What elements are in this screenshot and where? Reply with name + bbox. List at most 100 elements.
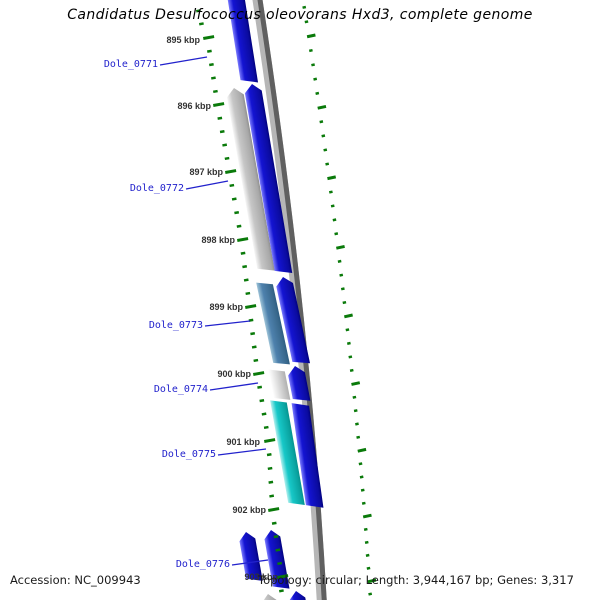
feature-dot bbox=[351, 381, 361, 386]
ruler-tick bbox=[211, 76, 216, 80]
ruler-tick bbox=[209, 63, 214, 67]
gene-callout-line bbox=[185, 180, 229, 190]
ruler-tick bbox=[278, 589, 284, 593]
feature-dot bbox=[337, 259, 342, 263]
feature-dot bbox=[345, 328, 350, 332]
ruler-label-895: 895 kbp bbox=[166, 35, 200, 45]
ruler-tick bbox=[250, 332, 256, 336]
feature-dot bbox=[367, 578, 377, 584]
gene-arrow-Dole_0771[interactable] bbox=[225, 0, 259, 85]
ruler-tick bbox=[224, 156, 230, 161]
feature-dot bbox=[321, 134, 326, 138]
gene-arrow-unlabeled-10[interactable] bbox=[263, 529, 290, 592]
feature-dot bbox=[363, 527, 368, 531]
ruler-tick bbox=[245, 291, 251, 296]
feature-dot bbox=[328, 190, 333, 194]
feature-dot bbox=[344, 313, 353, 319]
gene-arrow-unlabeled-4[interactable] bbox=[275, 275, 311, 367]
feature-dot bbox=[332, 218, 337, 222]
ruler-tick bbox=[231, 197, 237, 201]
ruler-label-903: 903 kbp bbox=[244, 572, 278, 582]
gene-label-dole-0771[interactable]: Dole_0771 bbox=[103, 59, 158, 70]
gene-arrow-unlabeled-6[interactable] bbox=[287, 364, 311, 404]
ruler-tick bbox=[207, 49, 212, 53]
ruler-label-902: 902 kbp bbox=[232, 505, 266, 515]
feature-dot bbox=[311, 63, 315, 67]
ruler-tick bbox=[234, 211, 240, 215]
feature-dot bbox=[325, 162, 330, 166]
gene-arrow-unlabeled-8[interactable] bbox=[291, 401, 324, 510]
feature-dot bbox=[361, 501, 366, 505]
ruler-tick bbox=[251, 345, 257, 349]
ruler-tick bbox=[269, 494, 275, 498]
gene-arrow-unlabeled-12[interactable] bbox=[288, 590, 310, 600]
gene-label-dole-0776[interactable]: Dole_0776 bbox=[175, 559, 230, 570]
ruler-tick bbox=[222, 143, 228, 147]
ruler-ticks bbox=[196, 9, 289, 593]
feature-dot bbox=[357, 447, 367, 453]
feature-dot bbox=[302, 5, 307, 9]
ruler-tick bbox=[268, 480, 274, 484]
feature-dot bbox=[315, 91, 320, 95]
gene-label-dole-0774[interactable]: Dole_0774 bbox=[153, 384, 208, 395]
gene-arrow-unlabeled-11[interactable] bbox=[260, 593, 282, 600]
ruler-label-898: 898 kbp bbox=[201, 235, 235, 245]
feature-dot bbox=[353, 409, 358, 413]
gene-callout-line bbox=[159, 56, 208, 66]
ruler-tick bbox=[203, 35, 215, 40]
gene-arrow-Dole_0773[interactable] bbox=[256, 279, 290, 367]
feature-dot-arc bbox=[302, 5, 377, 596]
feature-dot bbox=[365, 553, 370, 557]
ruler-tick bbox=[273, 535, 279, 539]
ruler-tick bbox=[237, 237, 249, 242]
ruler-tick bbox=[213, 102, 225, 107]
ruler-tick bbox=[257, 385, 263, 389]
ruler-tick bbox=[267, 466, 273, 471]
gene-callout-line bbox=[209, 382, 259, 391]
feature-dot bbox=[313, 77, 318, 81]
gene-label-dole-0775[interactable]: Dole_0775 bbox=[161, 449, 216, 460]
gene-label-dole-0772[interactable]: Dole_0772 bbox=[129, 183, 184, 194]
feature-dot bbox=[355, 422, 359, 426]
feature-dot bbox=[360, 488, 365, 492]
ruler-tick bbox=[266, 453, 272, 457]
gene-arrow-Dole_0772[interactable] bbox=[226, 87, 275, 274]
feature-dot bbox=[319, 120, 324, 124]
ruler-label-897: 897 kbp bbox=[189, 167, 223, 177]
gene-callouts bbox=[159, 56, 269, 566]
feature-dot bbox=[334, 232, 339, 236]
feature-dot bbox=[317, 104, 327, 110]
gene-arrow-Dole_0776[interactable] bbox=[238, 531, 263, 584]
feature-dot bbox=[342, 300, 347, 305]
feature-dot bbox=[366, 566, 371, 570]
ruler-label-900: 900 kbp bbox=[217, 369, 251, 379]
ruler-tick bbox=[277, 561, 283, 566]
gene-callout-line bbox=[217, 448, 267, 456]
page-title: Candidatus Desulfococcus oleovorans Hxd3… bbox=[67, 7, 533, 23]
gene-track bbox=[225, 0, 324, 600]
gene-arrow-unlabeled-2[interactable] bbox=[244, 83, 293, 276]
gene-arrow-Dole_0774[interactable] bbox=[268, 366, 291, 402]
ruler-label-901: 901 kbp bbox=[226, 437, 260, 447]
feature-dot bbox=[336, 244, 345, 250]
ruler-tick bbox=[213, 89, 218, 94]
feature-dot bbox=[340, 287, 345, 291]
gene-callout-line bbox=[204, 320, 251, 327]
feature-dot bbox=[346, 341, 351, 345]
feature-dot bbox=[323, 148, 328, 152]
ruler-tick bbox=[264, 438, 276, 443]
gene-arrow-Dole_0775[interactable] bbox=[270, 398, 305, 508]
backbone-line bbox=[257, 0, 327, 600]
gene-label-dole-0773[interactable]: Dole_0773 bbox=[148, 320, 203, 331]
feature-dot bbox=[348, 355, 353, 359]
feature-dot bbox=[327, 175, 337, 181]
ruler-label-896: 896 kbp bbox=[177, 101, 211, 111]
feature-dot bbox=[330, 204, 335, 208]
ruler-tick bbox=[243, 278, 249, 282]
ruler-tick bbox=[196, 9, 201, 13]
ruler-tick bbox=[199, 22, 204, 26]
feature-dot bbox=[356, 435, 361, 439]
ruler-tick bbox=[268, 507, 280, 512]
feature-dot bbox=[339, 273, 344, 277]
